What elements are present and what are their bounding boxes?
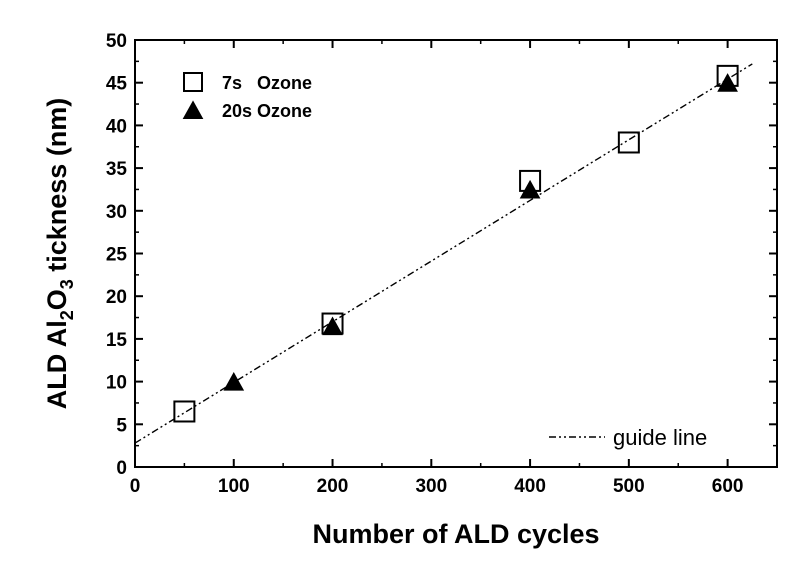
x-tick-label: 600	[712, 476, 744, 497]
y-axis-title-part: tickness (nm)	[42, 98, 72, 280]
y-tick-label: 5	[116, 415, 127, 436]
data-point-7s-ozone	[617, 131, 640, 154]
y-tick-label: 50	[106, 31, 127, 52]
y-axis-title-part: ALD Al	[42, 320, 72, 409]
x-axis-title: Number of ALD cycles	[312, 519, 599, 549]
data-point-20s-ozone	[717, 73, 738, 92]
y-axis-title-part: O	[42, 289, 72, 310]
y-tick-label: 20	[106, 287, 127, 308]
y-tick-label: 10	[106, 373, 127, 394]
y-tick-label: 35	[106, 159, 128, 180]
x-tick-label: 200	[317, 476, 349, 497]
y-tick-label: 15	[106, 330, 128, 351]
y-axis-title-part: 2	[57, 310, 77, 320]
legend-label: 7s Ozone	[222, 73, 312, 93]
data-point-20s-ozone	[322, 316, 343, 336]
y-tick-label: 30	[106, 202, 127, 223]
y-tick-label: 25	[106, 245, 128, 266]
legend-label: 20s Ozone	[222, 101, 312, 121]
y-tick-label: 40	[106, 116, 127, 137]
x-tick-label: 100	[218, 476, 250, 497]
y-tick-label: 0	[116, 458, 127, 479]
y-axis-title-part: 3	[57, 279, 77, 289]
x-tick-label: 400	[514, 476, 546, 497]
data-point-20s-ozone	[519, 179, 541, 199]
legend-marker-filled-triangle	[182, 100, 204, 120]
legend-guide-line-label: guide line	[613, 425, 707, 450]
y-tick-label: 45	[106, 74, 128, 95]
x-tick-label: 500	[613, 476, 645, 497]
legend-marker-open-square	[183, 72, 203, 92]
data-point-20s-ozone	[223, 372, 245, 391]
x-tick-label: 300	[415, 476, 447, 497]
data-point-7s-ozone	[173, 400, 196, 423]
y-axis-title: ALD Al2O3 tickness (nm)	[42, 98, 77, 410]
x-tick-label: 0	[130, 476, 141, 497]
